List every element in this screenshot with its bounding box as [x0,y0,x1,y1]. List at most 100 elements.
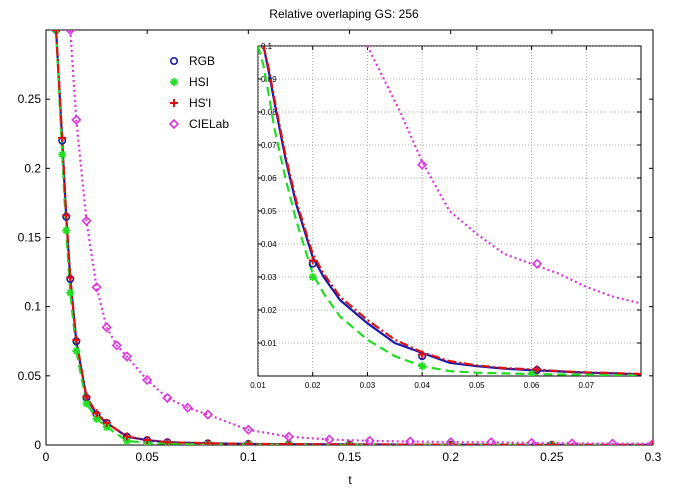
y-tick-label: 0.06 [261,174,277,183]
x-tick-label: 0.2 [442,450,459,464]
x-tick-label: 0 [43,450,50,464]
data-point [102,423,111,432]
main-x-axis: 0 0.05 0.1 0.15 0.2 0.25 0.3 [43,30,662,464]
y-tick-label: 0.04 [261,240,277,249]
legend-marker [170,78,178,86]
main-series-markers [52,30,653,445]
data-point [65,30,76,36]
x-tick-label: 0.25 [540,450,564,464]
data-point [203,439,212,445]
y-tick-label: 0.1 [24,300,41,314]
y-tick-label: 0.05 [261,207,277,216]
legend-marker [170,99,178,107]
y-tick-label: 0.09 [261,75,277,84]
chart-title: Relative overlaping GS: 256 [269,7,419,21]
data-point [66,273,75,282]
data-point [66,288,75,297]
data-point [445,437,456,445]
data-point [111,340,122,351]
inset-data-point [527,370,536,376]
data-point [58,150,67,159]
y-tick-label: 0.02 [261,306,277,315]
data-point [62,211,71,220]
inset-series-line [258,46,641,376]
inset-series-lines [258,46,641,376]
data-point [58,133,67,142]
x-tick-label: 0.01 [250,381,266,390]
y-tick-label: 0.15 [18,231,42,245]
y-tick-label: 0.1 [261,42,273,51]
data-point [547,440,556,445]
x-tick-label: 0.07 [578,381,594,390]
y-tick-label: 0.08 [261,108,277,117]
y-tick-label: 0.2 [24,161,41,175]
data-point [102,418,111,427]
data-point [101,322,112,333]
inset-data-point [418,362,427,371]
y-tick-label: 0.01 [261,339,277,348]
data-point [345,440,354,445]
x-tick-label: 0.05 [469,381,485,390]
x-tick-label: 0.1 [240,450,257,464]
data-point [446,440,455,445]
legend: RGB HSI HS'I CIELab [168,54,229,131]
legend-label: HS'I [189,96,211,110]
data-point [182,402,193,413]
inset-data-point [417,159,428,170]
x-tick-label: 0.05 [135,450,159,464]
data-point [122,432,131,441]
data-point [163,438,172,445]
data-point [72,346,81,355]
y-tick-label: 0.03 [261,273,277,282]
data-point [121,351,133,362]
data-point [82,392,91,401]
y-tick-label: 0.05 [18,369,42,383]
data-point [82,399,91,408]
y-tick-label: 0.25 [18,92,42,106]
y-tick-label: 0.07 [261,141,277,150]
data-point [91,282,102,293]
data-point [283,431,294,442]
data-point [244,439,253,445]
data-point [143,436,152,445]
y-tick-label: 0 [34,438,41,452]
legend-label: CIELab [189,117,229,131]
data-point [162,392,173,404]
data-point [92,409,101,418]
data-point [526,437,537,445]
data-point [566,438,578,445]
legend-label: RGB [189,54,215,68]
data-point [92,414,101,423]
data-point [607,438,618,445]
data-point [243,424,254,435]
data-point [202,409,213,420]
data-point [405,436,416,445]
inset-data-point [308,273,317,281]
data-point [647,438,653,445]
data-point [62,226,71,235]
x-axis-label: t [348,473,352,487]
legend-marker [170,56,179,65]
data-point [81,215,92,227]
inset-data-point [533,365,542,374]
inset-data-point [418,350,427,359]
inset-data-point [308,256,317,265]
x-tick-label: 0.06 [524,381,540,390]
data-point [72,335,81,344]
data-point [142,374,153,386]
legend-label: HSI [189,75,209,89]
x-tick-label: 0.04 [414,381,430,390]
data-point [71,114,82,126]
main-y-axis: 0 0.05 0.1 0.15 0.2 0.25 [18,92,653,452]
inset-plot: 0.01 0.02 0.03 0.04 0.05 0.06 0.07 0.010.020.0… [250,42,642,390]
inset-data-point [531,258,543,269]
x-tick-label: 0.3 [645,450,662,464]
legend-marker [168,118,180,130]
x-tick-label: 0.03 [360,381,376,390]
data-point [324,434,335,445]
data-point [364,435,375,445]
x-tick-label: 0.15 [338,450,362,464]
series-line-hsi [55,30,653,445]
data-point [486,437,497,445]
